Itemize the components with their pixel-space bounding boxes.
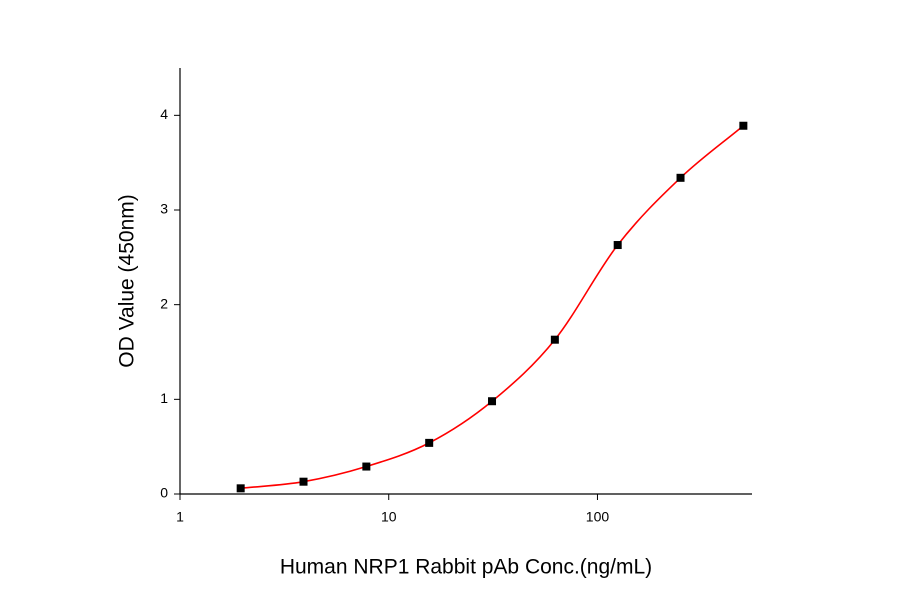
- data-point: [676, 173, 685, 182]
- y-tick-label: 3: [160, 201, 168, 217]
- y-axis-title: OD Value (450nm): [116, 194, 139, 368]
- fit-curve: [240, 125, 744, 490]
- y-tick-label: 1: [160, 390, 168, 406]
- x-tick-label: 1: [176, 509, 184, 525]
- x-tick-label: 10: [381, 509, 397, 525]
- y-tick-label: 4: [160, 106, 168, 122]
- data-point: [488, 397, 497, 406]
- data-point: [739, 121, 748, 130]
- data-point: [550, 335, 559, 344]
- y-tick-label: 2: [160, 295, 168, 311]
- x-tick-label: 100: [586, 509, 610, 525]
- y-tick-label: 0: [160, 485, 168, 501]
- x-axis-title: Human NRP1 Rabbit pAb Conc.(ng/mL): [280, 556, 652, 579]
- data-point: [236, 484, 245, 493]
- data-point: [425, 438, 434, 447]
- data-point: [362, 462, 371, 471]
- data-point: [613, 241, 622, 250]
- data-point: [299, 477, 308, 486]
